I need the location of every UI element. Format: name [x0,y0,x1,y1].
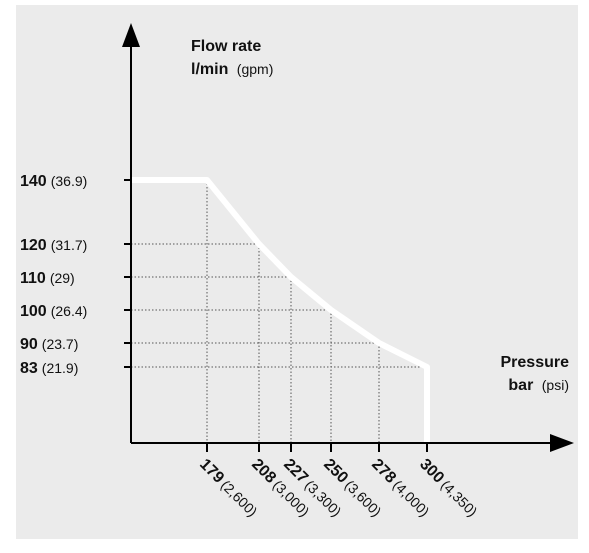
x-axis-unit: bar (psi) [508,377,569,394]
y-tick-label-primary: 90 [20,336,38,353]
y-tick-label: 140 (36.9) [20,173,87,190]
y-tick-label: 110 (29) [20,270,75,287]
guide-lines [131,179,427,443]
y-tick-label: 120 (31.7) [20,237,87,254]
y-tick-label-secondary: (29) [50,270,75,286]
y-tick-labels: 140 (36.9) 120 (31.7) 110 (29) 100 (26.4) 90 (23.… [20,173,87,377]
y-tick-label: 100 (26.4) [20,303,87,320]
y-tick-label-primary: 120 [20,237,47,254]
y-tick-label-secondary: (36.9) [51,173,88,189]
y-axis-unit-primary: l/min [191,61,228,78]
y-tick-label-secondary: (23.7) [42,336,79,352]
x-axis-unit-primary: bar [508,377,533,394]
flow-curve [131,177,430,443]
y-tick-label-secondary: (31.7) [51,237,88,253]
y-tick-label-primary: 140 [20,173,47,190]
x-axis-title: Pressure [501,354,570,371]
y-tick-label-primary: 110 [20,270,46,287]
plot-background [16,5,578,539]
x-tick-marks [206,443,428,452]
y-axis-unit-secondary: (gpm) [237,61,274,77]
y-tick-label-secondary: (26.4) [51,303,88,319]
y-tick-label: 83 (21.9) [20,360,78,377]
y-tick-label-secondary: (21.9) [42,360,79,376]
x-axis-arrow [550,434,574,452]
y-axis-arrow [122,23,140,47]
y-axis-unit: l/min (gpm) [191,61,273,78]
y-axis-title: Flow rate [191,38,261,55]
y-tick-label-primary: 83 [20,360,38,377]
y-tick-label: 90 (23.7) [20,336,78,353]
y-tick-label-primary: 100 [20,303,47,320]
y-tick-marks [124,179,131,368]
x-axis-unit-secondary: (psi) [542,377,569,393]
